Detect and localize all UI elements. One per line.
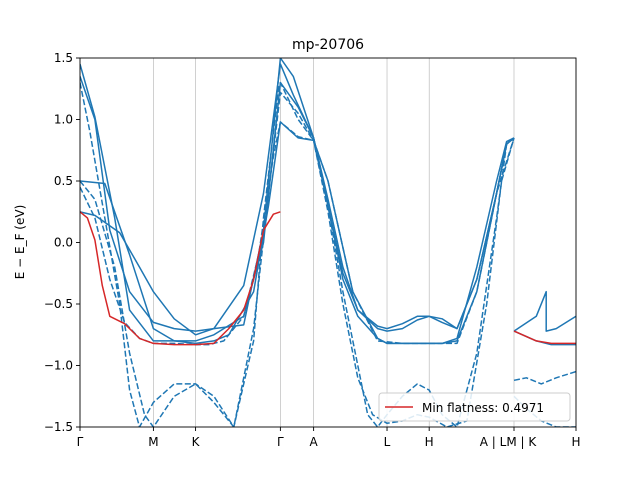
legend-box bbox=[378, 392, 571, 422]
band-solid-right-1 bbox=[513, 290, 576, 332]
y-axis-label: E − E_F (eV) bbox=[13, 205, 27, 280]
band-dashed-1 bbox=[80, 81, 515, 427]
min-flat-band bbox=[80, 211, 281, 346]
chart-title: mp-20706 bbox=[292, 37, 364, 53]
legend-label: Min flatness: 0.4971 bbox=[422, 401, 544, 415]
band-dashed-right-1 bbox=[513, 370, 576, 385]
x-tick-label: L bbox=[384, 435, 391, 449]
band-solid-2 bbox=[80, 58, 515, 332]
x-tick-label: Γ bbox=[77, 435, 84, 449]
y-tick-label: 1.5 bbox=[54, 51, 73, 65]
x-tick-label: M bbox=[148, 435, 158, 449]
x-tick-label: K bbox=[192, 435, 201, 449]
legend: Min flatness: 0.4971 bbox=[378, 392, 571, 422]
y-tick-label: −0.5 bbox=[44, 297, 73, 311]
x-tick-label: H bbox=[571, 435, 580, 449]
band-dashed-2 bbox=[80, 91, 515, 427]
band-solid-3 bbox=[80, 63, 515, 345]
x-tick-label: A | LM | K bbox=[480, 435, 538, 449]
y-tick-label: −1.5 bbox=[44, 420, 73, 434]
y-tick-label: −1.0 bbox=[44, 359, 73, 373]
y-tick-label: 1.0 bbox=[54, 113, 73, 127]
min-flat-band-right bbox=[513, 330, 576, 345]
y-tick-label: 0.5 bbox=[54, 174, 73, 188]
x-tick-label: H bbox=[425, 435, 434, 449]
x-tick-label: A bbox=[310, 435, 319, 449]
plot-area bbox=[80, 58, 576, 427]
y-tick-label: 0.0 bbox=[54, 236, 73, 250]
x-tick-label: Γ bbox=[277, 435, 284, 449]
